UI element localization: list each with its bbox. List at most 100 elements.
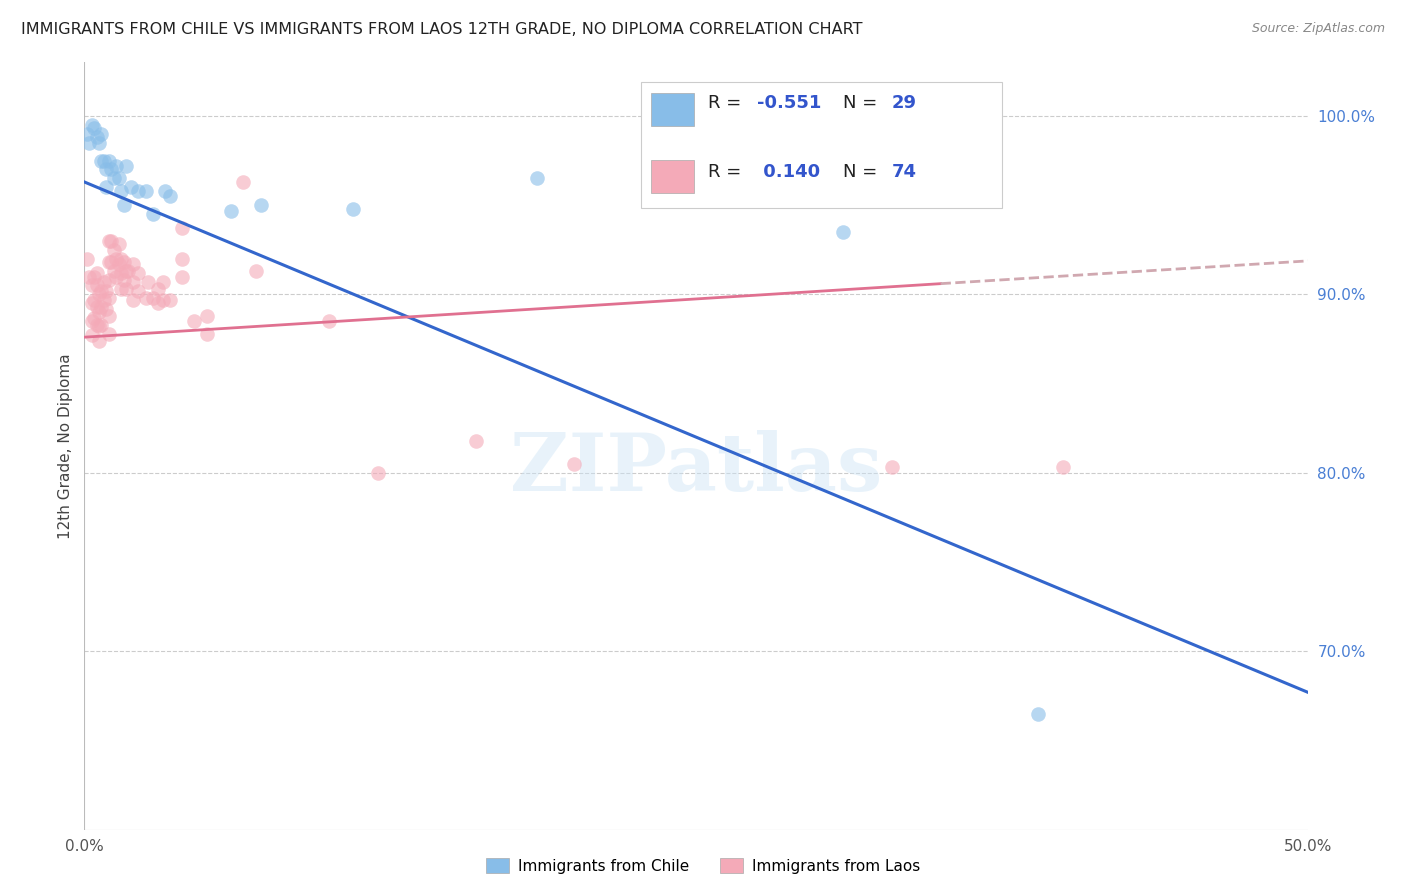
Point	[100, 234, 122, 248]
Point	[127, 284, 149, 298]
Point	[127, 184, 149, 198]
Point	[135, 291, 157, 305]
FancyBboxPatch shape	[651, 160, 693, 193]
Point	[80, 118, 103, 132]
Point	[1052, 460, 1074, 475]
Point	[142, 207, 165, 221]
Point	[159, 189, 181, 203]
Point	[103, 264, 125, 278]
Point	[110, 184, 132, 198]
Legend: Immigrants from Chile, Immigrants from Laos: Immigrants from Chile, Immigrants from L…	[479, 852, 927, 880]
Point	[172, 221, 194, 235]
Point	[146, 296, 169, 310]
Point	[110, 282, 132, 296]
Point	[76, 127, 98, 141]
FancyBboxPatch shape	[651, 93, 693, 126]
Point	[103, 171, 125, 186]
Point	[153, 184, 176, 198]
Point	[115, 159, 138, 173]
Point	[80, 296, 103, 310]
Text: ZIPatlas: ZIPatlas	[510, 430, 882, 508]
Point	[195, 309, 218, 323]
Point	[87, 334, 110, 348]
Point	[97, 326, 120, 341]
Point	[105, 159, 128, 173]
Point	[83, 293, 105, 307]
Point	[117, 264, 139, 278]
Point	[93, 275, 115, 289]
Text: 74: 74	[891, 163, 917, 181]
Point	[152, 275, 174, 289]
Point	[97, 291, 120, 305]
Point	[100, 255, 122, 269]
Point	[245, 264, 267, 278]
Point	[232, 175, 254, 189]
Point	[110, 252, 132, 266]
Point	[880, 460, 903, 475]
Point	[97, 273, 120, 287]
Point	[135, 184, 157, 198]
Point	[831, 225, 853, 239]
Point	[93, 293, 115, 307]
Text: 29: 29	[891, 94, 917, 112]
Point	[96, 162, 118, 177]
Point	[1028, 706, 1050, 721]
Point	[80, 328, 103, 343]
Point	[112, 273, 135, 287]
Point	[115, 282, 138, 296]
Point	[195, 326, 218, 341]
Point	[90, 318, 112, 332]
Point	[127, 266, 149, 280]
Point	[122, 257, 145, 271]
Point	[87, 287, 110, 301]
Text: R =: R =	[709, 94, 747, 112]
Point	[83, 121, 105, 136]
Point	[97, 234, 120, 248]
Point	[80, 278, 103, 293]
Point	[96, 284, 118, 298]
Point	[219, 203, 242, 218]
Point	[107, 237, 129, 252]
Point	[115, 264, 138, 278]
Point	[146, 282, 169, 296]
Point	[342, 202, 364, 216]
Text: N =: N =	[842, 94, 883, 112]
Point	[120, 180, 142, 194]
Point	[90, 153, 112, 168]
Point	[249, 198, 271, 212]
Point	[97, 309, 120, 323]
Point	[112, 255, 135, 269]
Point	[103, 243, 125, 257]
Point	[142, 291, 165, 305]
Point	[83, 310, 105, 325]
Point	[86, 278, 108, 293]
Point	[86, 266, 108, 280]
Point	[76, 252, 98, 266]
Point	[159, 293, 181, 307]
Point	[152, 293, 174, 307]
Point	[183, 314, 205, 328]
Point	[107, 257, 129, 271]
Y-axis label: 12th Grade, No Diploma: 12th Grade, No Diploma	[58, 353, 73, 539]
Point	[87, 305, 110, 319]
Point	[87, 136, 110, 150]
Point	[112, 198, 135, 212]
Point	[96, 301, 118, 316]
Text: Source: ZipAtlas.com: Source: ZipAtlas.com	[1251, 22, 1385, 36]
Point	[86, 318, 108, 332]
Text: -0.551: -0.551	[758, 94, 821, 112]
Point	[93, 153, 115, 168]
Point	[77, 136, 100, 150]
Point	[90, 300, 112, 314]
Point	[90, 127, 112, 141]
Point	[90, 284, 112, 298]
Point	[97, 255, 120, 269]
Text: R =: R =	[709, 163, 747, 181]
Point	[367, 466, 389, 480]
Point	[562, 457, 585, 471]
Text: IMMIGRANTS FROM CHILE VS IMMIGRANTS FROM LAOS 12TH GRADE, NO DIPLOMA CORRELATION: IMMIGRANTS FROM CHILE VS IMMIGRANTS FROM…	[21, 22, 863, 37]
Point	[122, 275, 145, 289]
Point	[318, 314, 340, 328]
Point	[96, 180, 118, 194]
FancyBboxPatch shape	[641, 81, 1002, 208]
